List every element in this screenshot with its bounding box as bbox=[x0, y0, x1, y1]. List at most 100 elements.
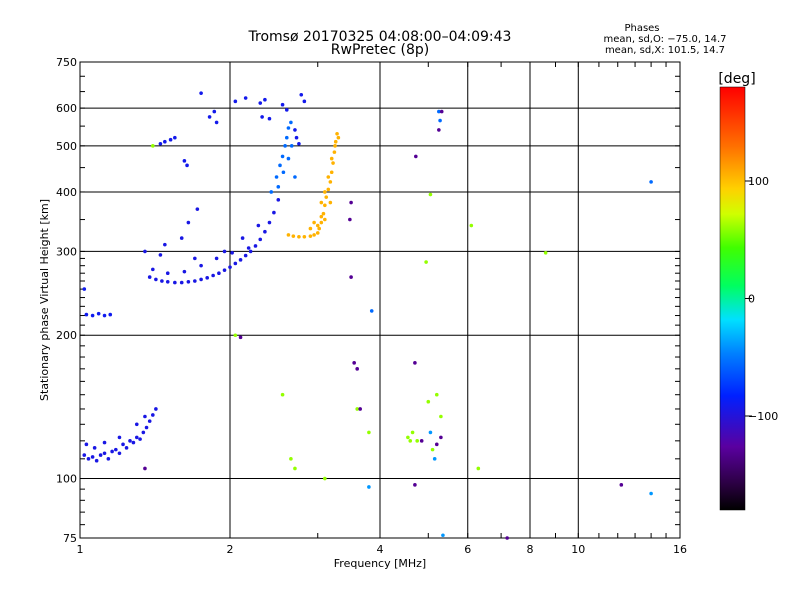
data-point bbox=[207, 115, 212, 119]
data-point bbox=[324, 195, 329, 199]
data-point bbox=[267, 220, 272, 225]
data-point bbox=[90, 313, 95, 318]
data-point bbox=[147, 419, 152, 423]
data-point bbox=[222, 249, 227, 254]
x-tick-label: 2 bbox=[227, 543, 234, 556]
data-point bbox=[414, 154, 418, 159]
stats-title: Phases bbox=[624, 23, 659, 34]
data-point bbox=[284, 108, 289, 112]
data-point bbox=[243, 96, 248, 100]
data-point bbox=[329, 170, 334, 175]
stats-x: mean, sd,X: 101.5, 14.7 bbox=[605, 45, 725, 56]
data-point bbox=[289, 144, 294, 148]
data-point bbox=[151, 144, 155, 148]
data-point bbox=[230, 251, 234, 255]
data-point bbox=[199, 263, 203, 268]
data-point bbox=[319, 220, 324, 225]
data-point bbox=[248, 249, 253, 254]
data-point bbox=[82, 287, 87, 291]
data-point bbox=[439, 414, 443, 419]
data-point bbox=[131, 440, 136, 445]
stats-o: mean, sd,O: −75.0, 14.7 bbox=[604, 34, 727, 45]
colorbar-tick-label: 0 bbox=[748, 293, 755, 306]
data-point bbox=[199, 277, 203, 282]
data-point bbox=[291, 234, 296, 238]
x-tick-label: 8 bbox=[527, 543, 534, 556]
data-point bbox=[332, 150, 337, 154]
data-point bbox=[92, 446, 97, 450]
data-point bbox=[335, 131, 339, 136]
data-point bbox=[302, 99, 307, 104]
data-point bbox=[138, 437, 142, 441]
data-point bbox=[297, 234, 301, 239]
data-point bbox=[441, 533, 445, 538]
data-point bbox=[238, 335, 243, 340]
data-point bbox=[281, 170, 286, 175]
data-points bbox=[82, 91, 653, 540]
data-point bbox=[293, 175, 297, 179]
data-point bbox=[276, 198, 281, 202]
data-point bbox=[165, 279, 170, 284]
data-point bbox=[84, 442, 89, 447]
x-tick-label: 4 bbox=[377, 543, 384, 556]
data-point bbox=[256, 223, 261, 228]
y-tick-label: 75 bbox=[63, 532, 77, 545]
data-point bbox=[102, 313, 107, 318]
data-point bbox=[233, 333, 238, 338]
y-tick-label: 100 bbox=[56, 473, 77, 486]
data-point bbox=[94, 458, 99, 463]
data-point bbox=[333, 144, 337, 148]
data-point bbox=[143, 466, 147, 471]
data-point bbox=[147, 275, 152, 279]
data-point bbox=[426, 399, 431, 404]
data-point bbox=[199, 91, 203, 95]
data-point bbox=[141, 430, 146, 435]
data-point bbox=[293, 128, 297, 132]
x-tick-label: 1 bbox=[77, 543, 84, 556]
data-point bbox=[419, 439, 424, 443]
data-point bbox=[84, 312, 89, 317]
data-point bbox=[437, 128, 441, 132]
data-point bbox=[233, 99, 238, 104]
data-point bbox=[312, 220, 316, 225]
data-point bbox=[293, 466, 297, 471]
data-point bbox=[505, 536, 509, 540]
y-tick-label: 400 bbox=[56, 186, 77, 199]
data-point bbox=[246, 246, 251, 250]
colorbar bbox=[719, 86, 746, 511]
data-point bbox=[263, 97, 267, 102]
data-point bbox=[134, 422, 139, 427]
chart-title-line2: RwPretec (8p) bbox=[331, 42, 429, 58]
data-point bbox=[348, 217, 352, 222]
data-point bbox=[117, 451, 122, 456]
data-point bbox=[415, 439, 419, 443]
data-point bbox=[134, 435, 139, 440]
data-point bbox=[312, 233, 316, 237]
data-point bbox=[289, 457, 293, 461]
x-tick-label: 16 bbox=[673, 543, 687, 556]
data-point bbox=[367, 430, 371, 435]
colorbar-tick-label: 100 bbox=[748, 175, 769, 188]
data-point bbox=[308, 226, 313, 231]
axis-ticks: 1 2 4 6 8 10 16 75 100 200 300 400 500 600 750 bbox=[56, 56, 687, 556]
data-point bbox=[286, 126, 291, 130]
data-point bbox=[476, 466, 481, 471]
data-point bbox=[283, 144, 287, 148]
data-point bbox=[90, 455, 95, 459]
data-point bbox=[297, 141, 301, 146]
data-point bbox=[124, 446, 129, 450]
data-point bbox=[258, 101, 263, 105]
data-point bbox=[424, 260, 428, 264]
data-point bbox=[286, 233, 291, 237]
data-point bbox=[263, 229, 267, 234]
data-point bbox=[86, 457, 91, 461]
data-point bbox=[294, 135, 299, 140]
data-point bbox=[179, 280, 184, 285]
data-point bbox=[274, 175, 279, 179]
data-point bbox=[165, 271, 170, 276]
y-tick-label: 500 bbox=[56, 140, 77, 153]
data-point bbox=[269, 190, 274, 194]
data-point bbox=[349, 275, 353, 279]
data-point bbox=[438, 118, 442, 123]
